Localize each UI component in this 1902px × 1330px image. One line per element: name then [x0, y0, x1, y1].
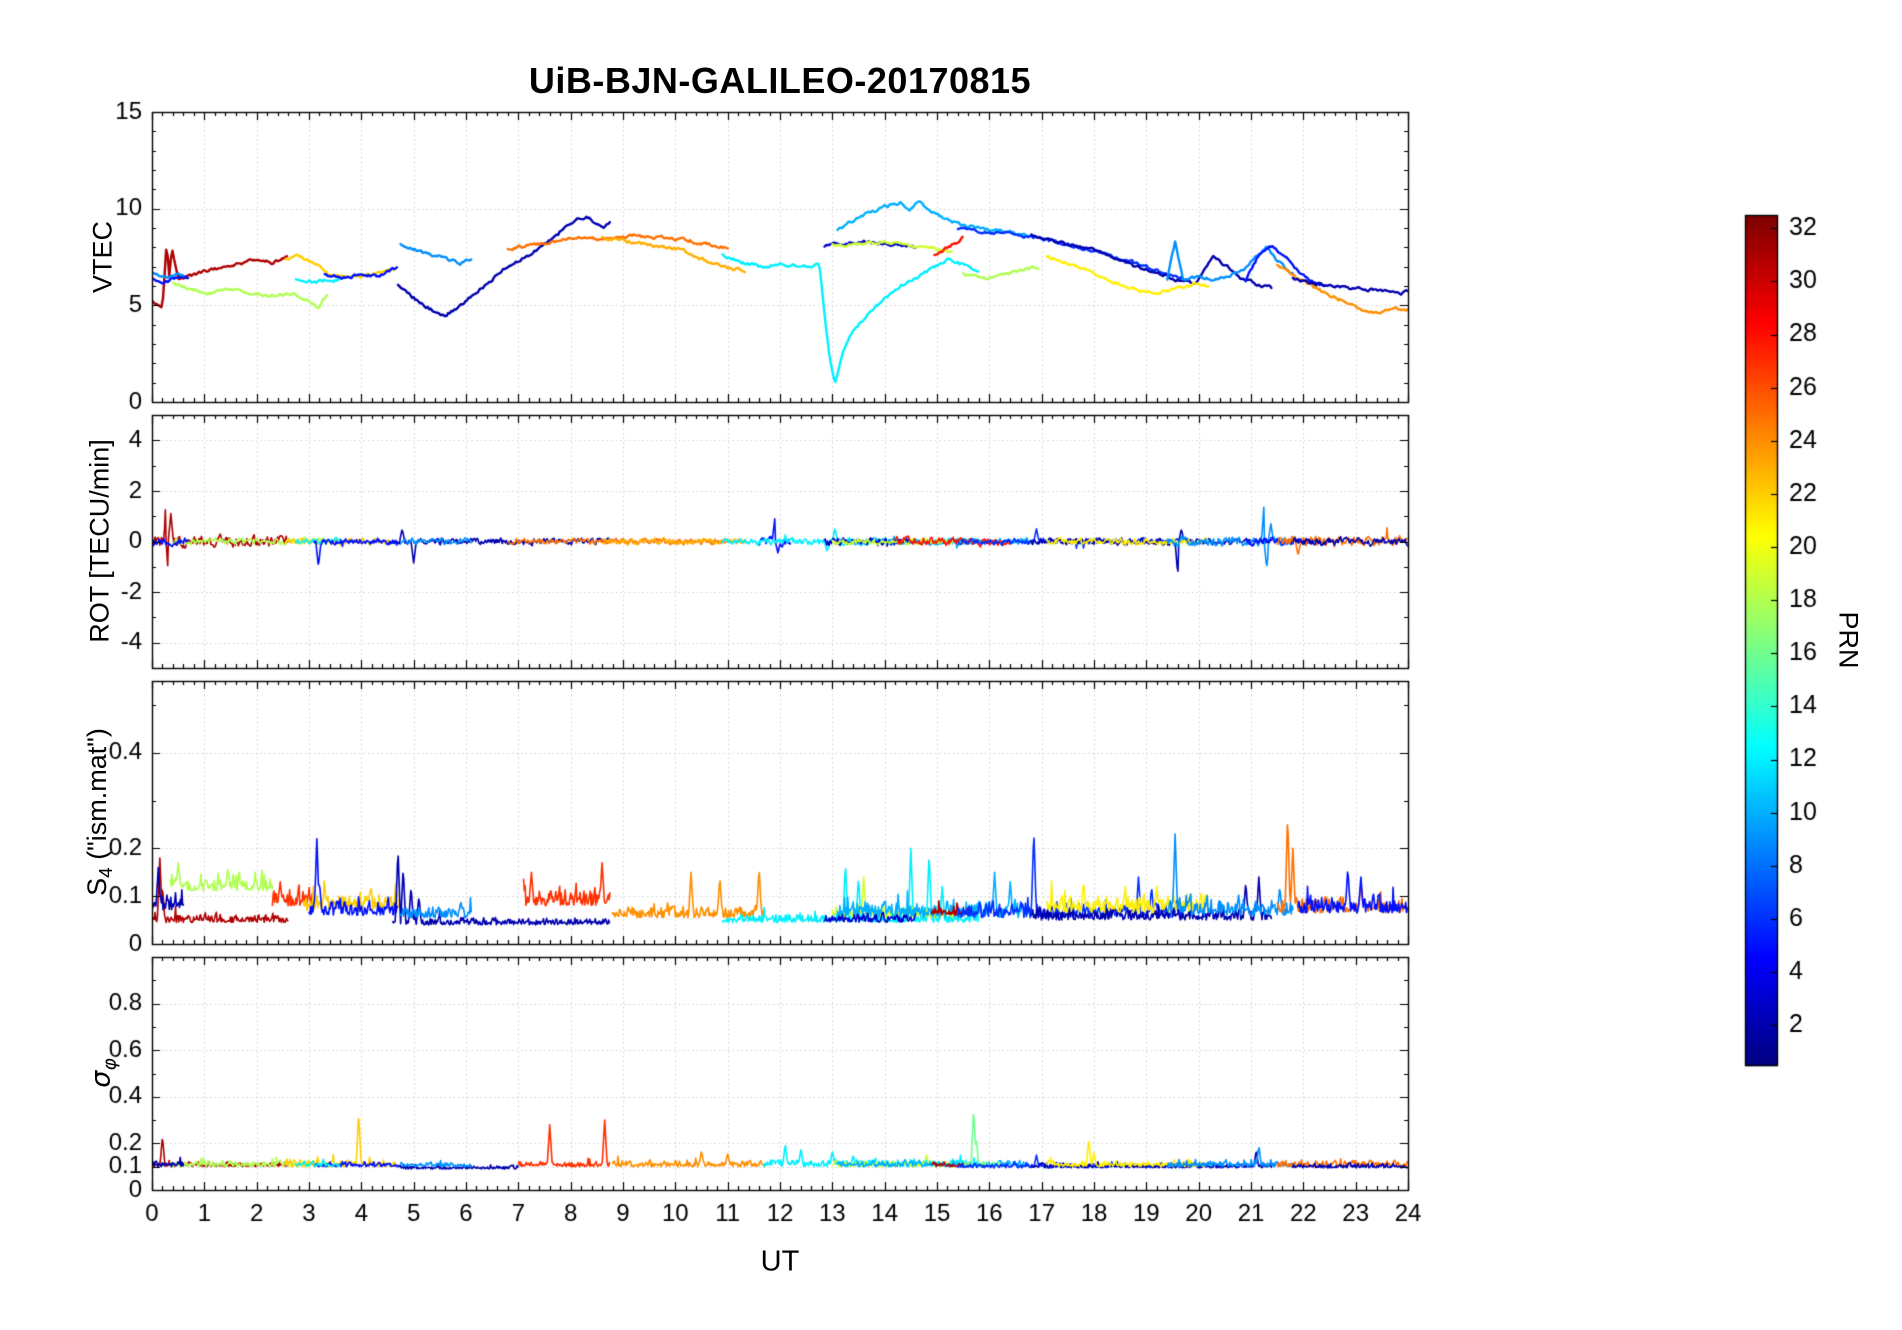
ylabel-vtec: VTEC — [88, 221, 119, 293]
ylabel-rot: ROT [TECU/min] — [85, 439, 116, 643]
ylabel-sigma: σφ — [85, 1058, 120, 1088]
ylabel-sigma-sub: φ — [98, 1058, 121, 1071]
ylabel-rot-text: ROT [TECU/min] — [84, 439, 115, 643]
ylabel-s4-main: S — [81, 877, 112, 896]
ylabel-s4: S4 ("ism.mat") — [82, 728, 118, 896]
xlabel: UT — [760, 1245, 800, 1278]
ylabel-vtec-text: VTEC — [87, 220, 118, 294]
ylabel-s4-rest: ("ism.mat") — [81, 728, 112, 868]
ylabel-sigma-main: σ — [85, 1070, 117, 1088]
chart-title: UiB-BJN-GALILEO-20170815 — [528, 60, 1032, 101]
ylabel-s4-sub: 4 — [96, 867, 118, 878]
colorbar-label: PRN — [1833, 611, 1864, 669]
